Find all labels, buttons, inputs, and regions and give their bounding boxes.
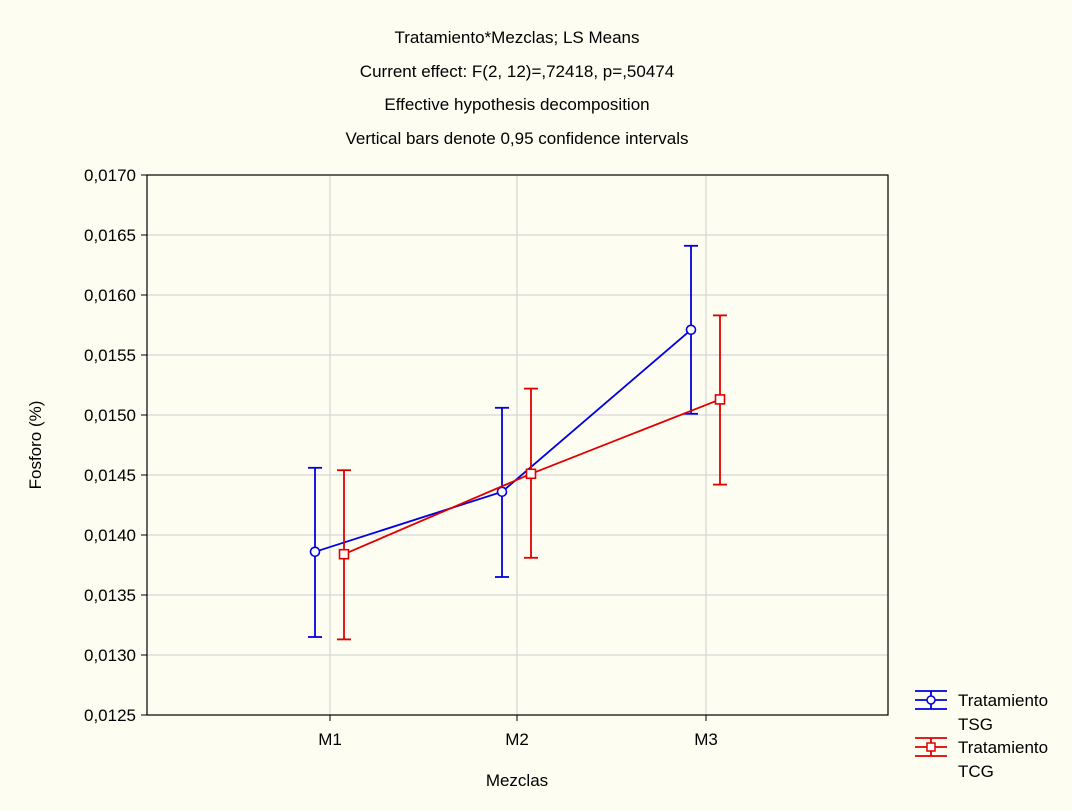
y-tick-label: 0,0130 (84, 646, 136, 665)
y-tick-label: 0,0160 (84, 286, 136, 305)
title-block: Tratamiento*Mezclas; LS Means Current ef… (345, 28, 688, 148)
legend: Tratamiento TSG Tratamiento TCG (915, 690, 1048, 781)
y-tick-label: 0,0155 (84, 346, 136, 365)
x-axis-label: Mezclas (486, 771, 548, 790)
series-tcg (337, 314, 727, 641)
y-tick-label: 0,0150 (84, 406, 136, 425)
chart-title-line-4: Vertical bars denote 0,95 confidence int… (345, 129, 688, 148)
x-tick-label: M2 (505, 730, 529, 749)
chart-title-line-3: Effective hypothesis decomposition (384, 95, 649, 114)
y-axis-label: Fosforo (%) (26, 401, 45, 490)
x-axis-ticks: M1 M2 M3 (318, 715, 718, 749)
y-tick-label: 0,0145 (84, 466, 136, 485)
grid-lines (147, 175, 888, 715)
legend-label-line-2: TSG (958, 715, 993, 734)
x-tick-label: M3 (694, 730, 718, 749)
legend-label-line-2: TCG (958, 762, 994, 781)
data-point-circle (685, 324, 697, 336)
data-point-square (525, 468, 537, 480)
data-point-square (338, 548, 350, 560)
y-tick-label: 0,0140 (84, 526, 136, 545)
legend-marker-square (926, 742, 936, 752)
data-point-square (714, 394, 726, 405)
data-point-circle (496, 486, 508, 498)
chart-title-line-2: Current effect: F(2, 12)=,72418, p=,5047… (360, 62, 674, 81)
legend-entry-tsg: Tratamiento TSG (915, 690, 1048, 734)
x-tick-label: M1 (318, 730, 342, 749)
legend-label-line-1: Tratamiento (958, 691, 1048, 710)
series-tsg (308, 244, 698, 638)
y-tick-label: 0,0165 (84, 226, 136, 245)
chart-title-line-1: Tratamiento*Mezclas; LS Means (394, 28, 639, 47)
y-tick-label: 0,0135 (84, 586, 136, 605)
data-point-circle (309, 546, 321, 558)
data-series (308, 244, 727, 641)
y-tick-label: 0,0125 (84, 706, 136, 725)
y-tick-label: 0,0170 (84, 166, 136, 185)
y-axis-ticks: 0,0125 0,0130 0,0135 0,0140 0,0145 0,0150 0,01… (84, 166, 147, 725)
legend-entry-tcg: Tratamiento TCG (915, 737, 1048, 781)
series-line (314, 329, 692, 553)
legend-marker-circle (926, 695, 936, 705)
legend-label-line-1: Tratamiento (958, 738, 1048, 757)
